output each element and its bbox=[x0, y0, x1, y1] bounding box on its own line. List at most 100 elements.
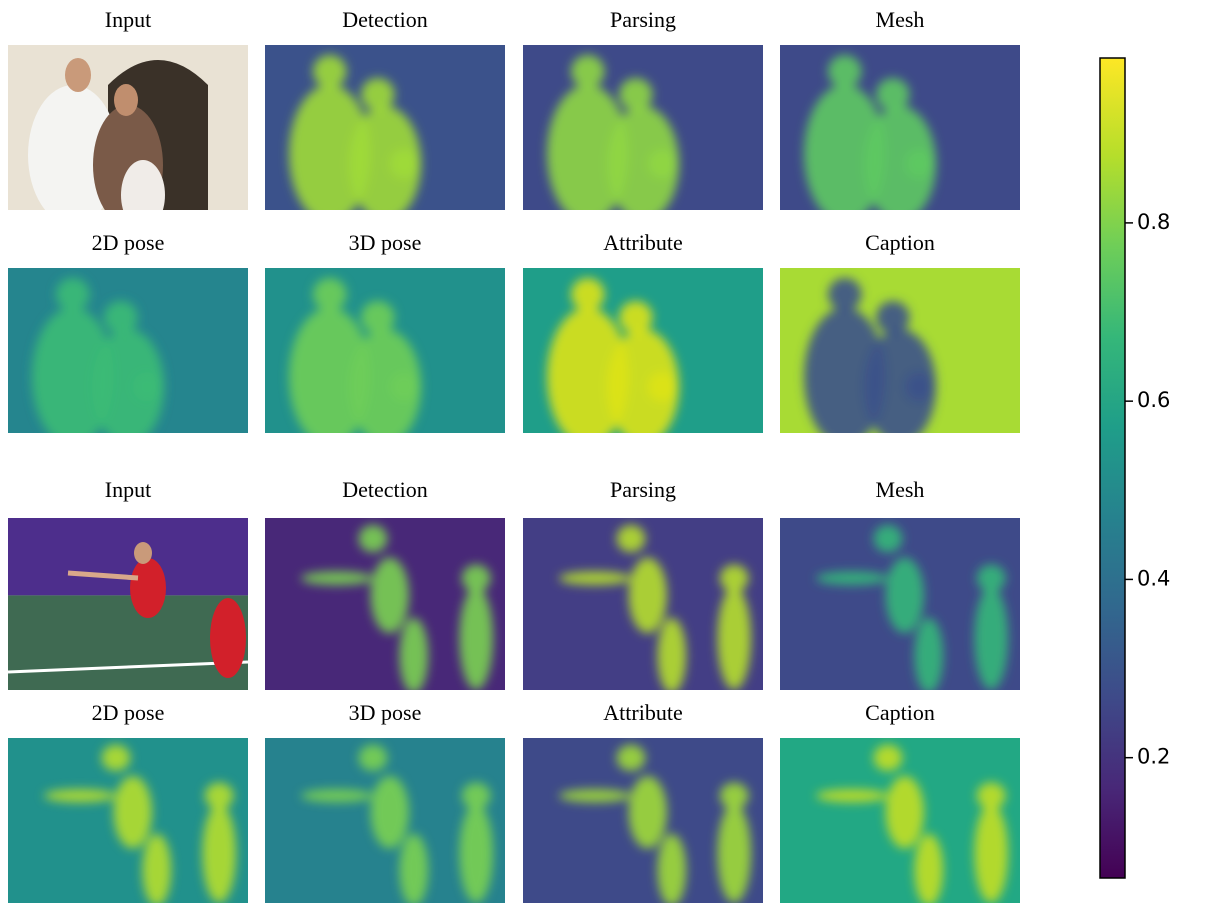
court bbox=[8, 595, 248, 690]
heatmap-blob bbox=[885, 775, 924, 849]
heatmap-blob bbox=[607, 329, 679, 433]
heatmap-blob bbox=[816, 789, 888, 803]
heatmap-blob bbox=[399, 617, 429, 690]
heatmap-blob bbox=[142, 833, 172, 903]
heatmap-blob bbox=[647, 371, 677, 402]
heatmap-blob bbox=[113, 775, 152, 849]
person bbox=[121, 160, 165, 210]
face bbox=[134, 542, 152, 564]
heatmap-blobs bbox=[816, 524, 1008, 690]
panel bbox=[523, 268, 763, 433]
heatmap-blob bbox=[361, 301, 395, 334]
heatmap-blob bbox=[616, 744, 646, 771]
heatmap-blob bbox=[559, 789, 631, 803]
heatmap-blob bbox=[628, 557, 667, 634]
heatmap-blob bbox=[349, 106, 421, 210]
panel-title: Parsing bbox=[610, 477, 676, 502]
heatmap-blob bbox=[717, 586, 751, 690]
heatmap-blob bbox=[571, 54, 605, 88]
heatmap-blob bbox=[547, 84, 629, 210]
heatmap-blob bbox=[873, 744, 903, 771]
heatmap-blob bbox=[657, 617, 687, 690]
heatmap-blob bbox=[389, 371, 419, 402]
heatmap-blob bbox=[313, 277, 347, 311]
panel bbox=[265, 45, 505, 210]
heatmap-blob bbox=[976, 782, 1006, 809]
panel-title: 2D pose bbox=[92, 700, 165, 725]
panel-title: Caption bbox=[865, 230, 935, 255]
panel bbox=[265, 268, 505, 433]
heatmap-blob bbox=[619, 78, 653, 111]
heatmap-blob bbox=[647, 148, 677, 179]
panel-title: 3D pose bbox=[349, 230, 422, 255]
heatmap-blob bbox=[461, 564, 491, 592]
colorbar-tick-label: 0.8 bbox=[1137, 210, 1170, 234]
heatmap-blob bbox=[358, 744, 388, 771]
heatmap-blobs bbox=[816, 744, 1008, 903]
heatmap-blob bbox=[619, 301, 653, 334]
panel-title: Caption bbox=[865, 700, 935, 725]
heatmap-blob bbox=[399, 833, 429, 903]
heatmap-blob bbox=[289, 307, 371, 433]
panel-title: 2D pose bbox=[92, 230, 165, 255]
wall bbox=[8, 518, 248, 596]
heatmap-blob bbox=[571, 277, 605, 311]
heatmap-blob bbox=[719, 564, 749, 592]
heatmap-blob bbox=[904, 371, 934, 402]
heatmap-blob bbox=[389, 148, 419, 179]
heatmap-blobs bbox=[804, 54, 936, 210]
heatmap-blob bbox=[132, 371, 162, 402]
heatmap-blobs bbox=[301, 524, 493, 690]
heatmap-blob bbox=[370, 775, 409, 849]
heatmap-blobs bbox=[44, 744, 236, 903]
heatmap-blob bbox=[56, 277, 90, 311]
panel-title: Attribute bbox=[603, 230, 682, 255]
heatmap-blob bbox=[289, 84, 371, 210]
panel bbox=[8, 518, 248, 690]
heatmap-blob bbox=[828, 277, 862, 311]
panel-title: Mesh bbox=[876, 7, 925, 32]
heatmap-blob bbox=[816, 571, 888, 586]
arm bbox=[67, 570, 139, 581]
heatmap-blob bbox=[864, 106, 936, 210]
heatmap-blob bbox=[461, 782, 491, 809]
face bbox=[65, 58, 91, 92]
heatmap-blobs bbox=[547, 277, 679, 433]
panel-title: Input bbox=[105, 7, 151, 32]
heatmap-blob bbox=[370, 557, 409, 634]
panel bbox=[523, 518, 763, 690]
heatmap-blob bbox=[914, 833, 944, 903]
heatmap-blob bbox=[459, 804, 494, 903]
heatmap-blob bbox=[616, 524, 646, 553]
colorbar-tick-label: 0.6 bbox=[1137, 388, 1170, 412]
heatmap-blob bbox=[358, 524, 388, 553]
heatmap-blob bbox=[974, 586, 1008, 690]
heatmap-blob bbox=[864, 329, 936, 433]
heatmap-blob bbox=[828, 54, 862, 88]
heatmap-blobs bbox=[32, 277, 164, 433]
heatmap-blob bbox=[885, 557, 924, 634]
heatmap-blob bbox=[717, 804, 751, 903]
heatmap-blob bbox=[301, 789, 373, 803]
heatmap-blob bbox=[547, 307, 629, 433]
panel bbox=[780, 45, 1020, 210]
heatmap-blob bbox=[44, 789, 116, 803]
colorbar bbox=[1099, 57, 1126, 879]
panel bbox=[523, 738, 763, 903]
heatmap-blob bbox=[559, 571, 631, 586]
heatmap-blob bbox=[204, 782, 234, 809]
heatmap-blobs bbox=[804, 277, 936, 433]
heatmap-blob bbox=[202, 804, 236, 903]
panel bbox=[780, 268, 1020, 433]
panel bbox=[8, 738, 248, 903]
heatmap-blob bbox=[873, 524, 903, 553]
heatmap-blob bbox=[92, 329, 164, 433]
heatmap-blob bbox=[719, 782, 749, 809]
player bbox=[210, 598, 246, 678]
panel bbox=[8, 45, 248, 210]
heatmap-blob bbox=[313, 54, 347, 88]
heatmap-blob bbox=[607, 106, 679, 210]
heatmap-blob bbox=[904, 148, 934, 179]
panel-title: Mesh bbox=[876, 477, 925, 502]
